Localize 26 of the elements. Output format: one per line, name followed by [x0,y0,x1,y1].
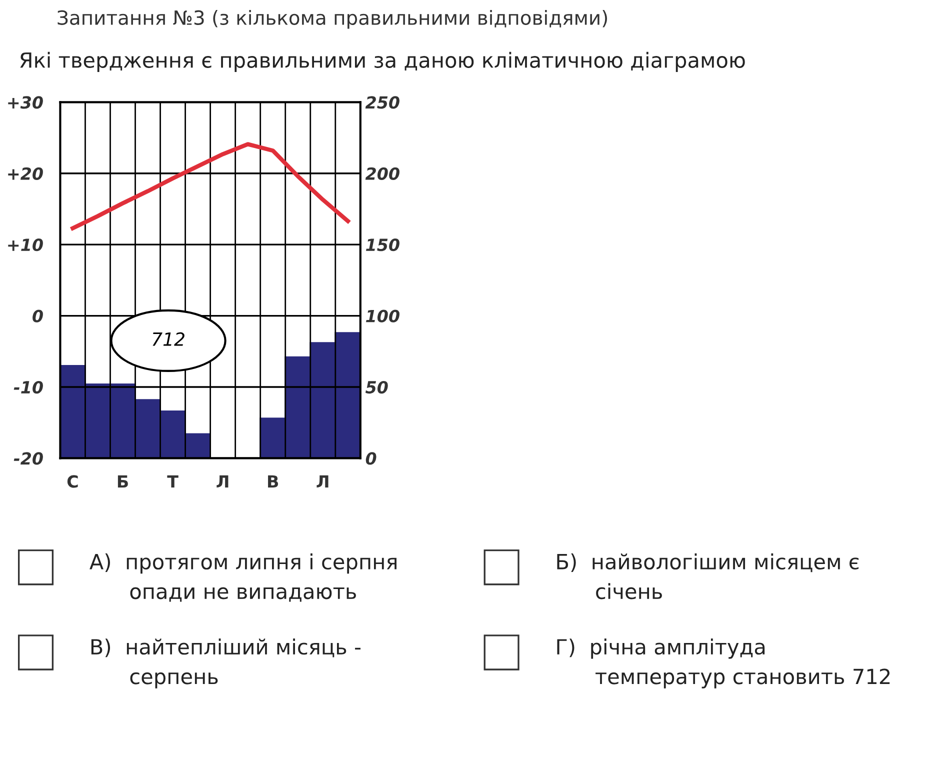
x-tick-label: Б [118,475,128,488]
x-tick-label: В [268,475,278,488]
line-series [70,142,350,230]
y-tick-label: -10 [14,380,43,394]
y2-tick-label: 0 [366,452,376,465]
y-tick-label: 0 [32,310,43,322]
text: В) найтепліший місяць - серпень [91,638,361,688]
x-tick-label: Т [167,475,178,488]
chart-subtitle: Які твердження є правильними за даною кліматичною діаграмою [20,52,745,72]
y2-tick-label: 50 [365,380,388,394]
chart-title: Запитання №3 (з кількома правильними відповідями) [58,10,607,29]
y-tick-label: +10 [8,238,43,252]
x-tick-label: Л [216,475,228,488]
y2-tick-label: 150 [366,238,400,252]
y2-tick-label: 200 [365,167,400,180]
y2-tick-label: 100 [366,310,400,322]
text: Г) річна амплітуда температур становить 712 [557,638,890,688]
text: Б) найвологішим місяцем є січень [557,553,859,600]
y-tick-label: +20 [8,167,43,180]
x-tick-label: С [67,475,78,488]
y-tick-label: +30 [8,96,43,109]
y2-tick-label: 250 [365,96,400,109]
y-tick-label: -20 [14,452,43,465]
text: А) протягом липня і серпня опади не випадають [90,553,396,602]
x-tick-label: Л [316,475,328,488]
annotation: 712 [152,332,184,346]
